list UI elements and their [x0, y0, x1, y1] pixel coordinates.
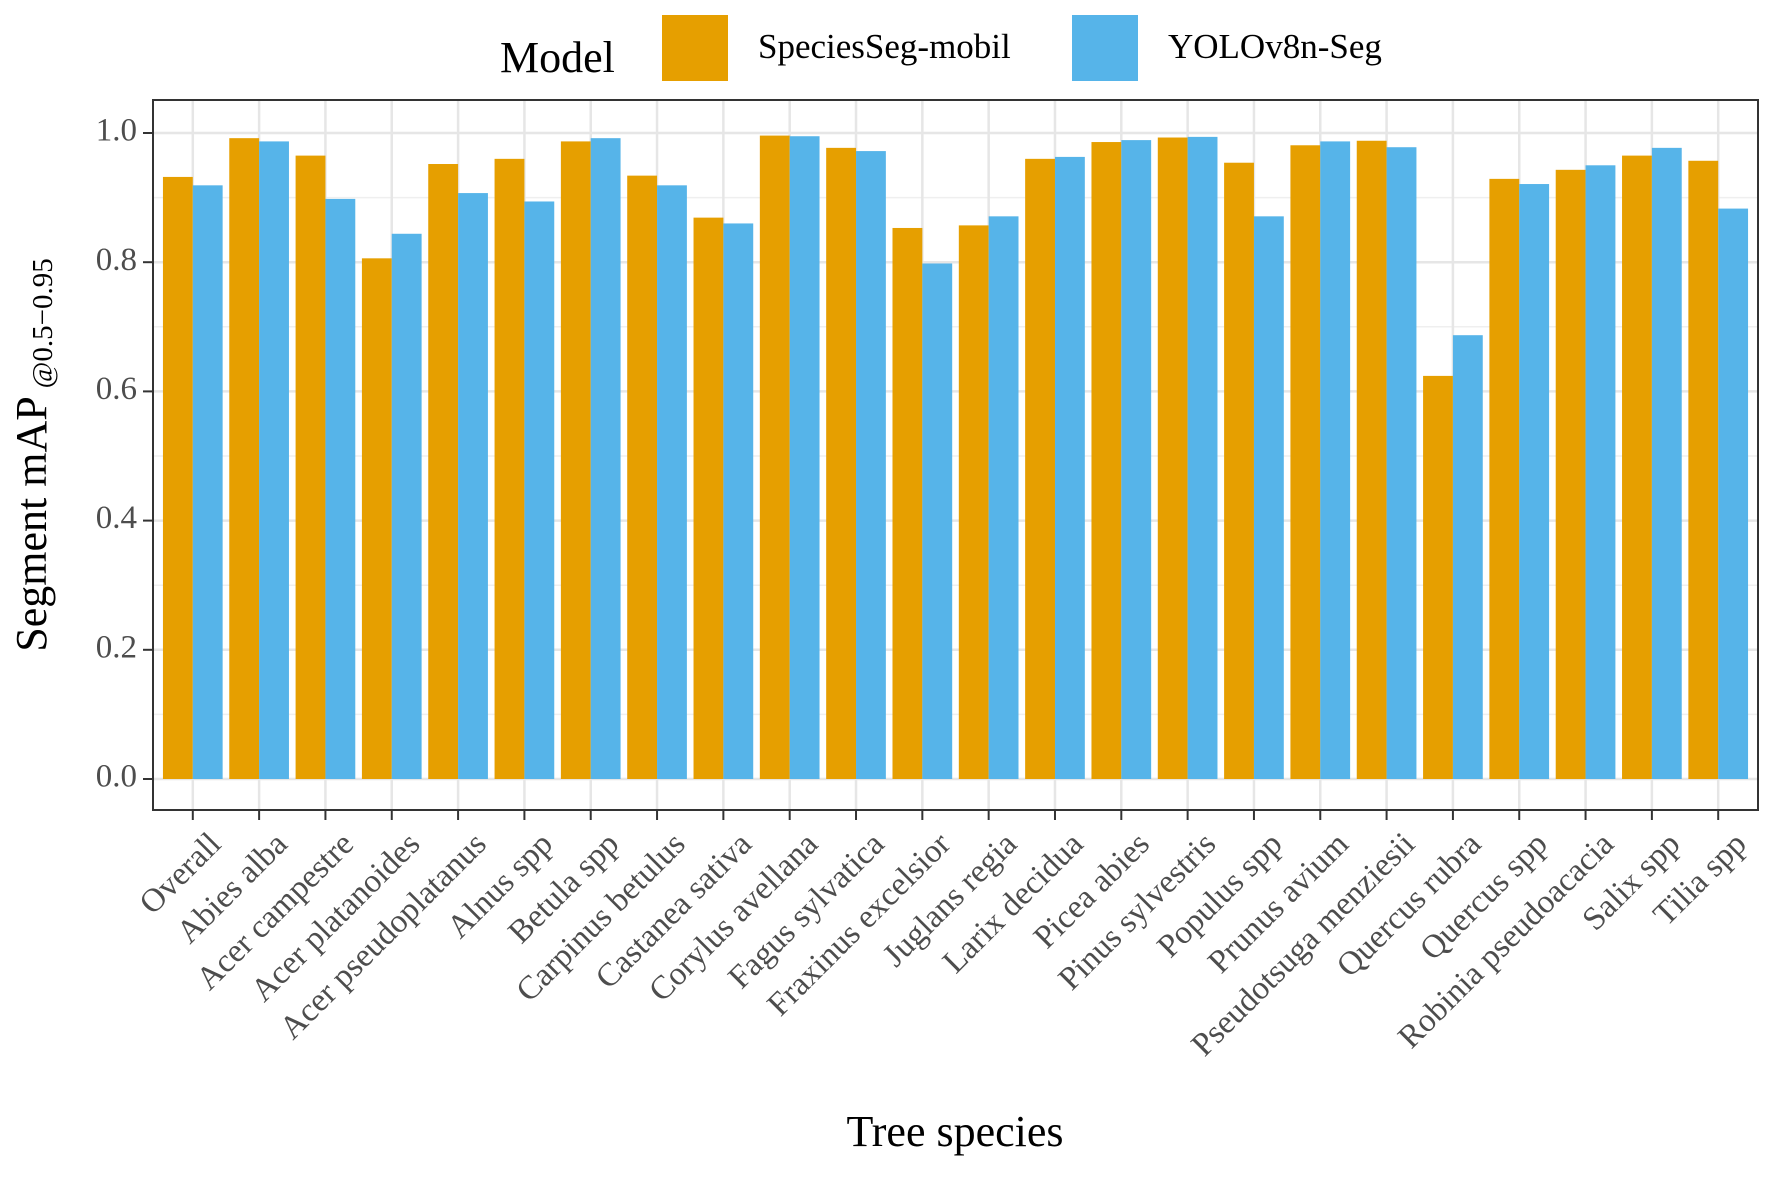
x-axis-title: Tree species — [846, 1107, 1063, 1156]
legend-title: Model — [500, 33, 615, 82]
bar-speciesseg-14 — [1091, 142, 1122, 779]
bar-speciesseg-17 — [1290, 145, 1321, 780]
bar-speciesseg-1 — [229, 138, 260, 780]
bar-speciesseg-22 — [1622, 155, 1652, 780]
legend-label-yolov8n: YOLOv8n-Seg — [1168, 27, 1382, 66]
bar-yolov8n-11 — [922, 263, 953, 779]
bar-speciesseg-5 — [494, 158, 525, 780]
bar-speciesseg-16 — [1224, 162, 1254, 779]
bar-yolov8n-14 — [1121, 140, 1152, 779]
bar-speciesseg-15 — [1157, 137, 1188, 780]
bar-speciesseg-12 — [958, 225, 989, 780]
y-axis-title-subscript: @0.5−0.95 — [27, 258, 59, 388]
y-tick-label: 0.8 — [96, 242, 137, 278]
bar-yolov8n-1 — [259, 141, 289, 779]
bar-yolov8n-23 — [1718, 208, 1749, 779]
y-tick-label: 0.6 — [96, 371, 137, 407]
bar-speciesseg-23 — [1688, 160, 1719, 779]
bar-speciesseg-4 — [428, 164, 459, 779]
bar-yolov8n-17 — [1320, 141, 1351, 779]
bar-speciesseg-6 — [560, 141, 591, 779]
y-axis-title-main: Segment mAP — [7, 396, 56, 651]
bar-speciesseg-21 — [1555, 169, 1586, 779]
bar-yolov8n-3 — [391, 233, 422, 779]
bar-yolov8n-18 — [1386, 147, 1417, 779]
bar-speciesseg-7 — [627, 175, 658, 780]
bar-yolov8n-4 — [458, 193, 488, 779]
bar-yolov8n-19 — [1452, 335, 1483, 779]
bar-yolov8n-13 — [1054, 156, 1085, 780]
bar-speciesseg-2 — [295, 155, 326, 780]
bar-speciesseg-10 — [826, 147, 857, 779]
bar-yolov8n-22 — [1651, 147, 1682, 779]
bars — [162, 135, 1749, 780]
y-tick-label: 1.0 — [96, 113, 137, 149]
bar-yolov8n-2 — [325, 198, 356, 780]
bar-yolov8n-21 — [1585, 165, 1616, 780]
bar-speciesseg-8 — [693, 217, 724, 780]
bar-speciesseg-11 — [892, 227, 923, 779]
bar-speciesseg-19 — [1423, 375, 1453, 779]
bar-speciesseg-13 — [1025, 158, 1055, 780]
y-tick-label: 0.2 — [96, 629, 137, 665]
y-axis-title: Segment mAP @0.5−0.95 — [7, 258, 59, 652]
bar-speciesseg-20 — [1489, 178, 1520, 780]
bar-yolov8n-20 — [1519, 184, 1550, 779]
bar-yolov8n-6 — [590, 138, 621, 780]
bar-yolov8n-10 — [856, 151, 886, 779]
y-tick-label: 0.4 — [96, 500, 137, 536]
bar-speciesseg-3 — [361, 258, 392, 780]
bar-yolov8n-8 — [723, 223, 754, 779]
plot-border — [152, 99, 1759, 811]
bar-yolov8n-15 — [1187, 136, 1218, 780]
plot-panel — [152, 99, 1759, 811]
y-tick-label: 0.0 — [96, 759, 137, 795]
bar-yolov8n-9 — [789, 136, 820, 780]
legend: Model SpeciesSeg-mobil YOLOv8n-Seg — [500, 15, 1382, 82]
bar-speciesseg-0 — [162, 176, 193, 780]
legend-label-speciesseg: SpeciesSeg-mobil — [758, 27, 1011, 66]
bar-yolov8n-16 — [1253, 216, 1284, 780]
bar-speciesseg-9 — [759, 135, 790, 780]
y-axis: 0.0 0.2 0.4 0.6 0.8 1.0 — [96, 113, 153, 795]
bar-yolov8n-7 — [657, 185, 687, 780]
bar-yolov8n-12 — [988, 216, 1019, 780]
legend-key-speciesseg — [662, 15, 728, 81]
bar-speciesseg-18 — [1356, 140, 1387, 779]
bar-yolov8n-5 — [524, 201, 555, 779]
legend-key-yolov8n — [1072, 15, 1138, 81]
bar-yolov8n-0 — [192, 185, 223, 780]
